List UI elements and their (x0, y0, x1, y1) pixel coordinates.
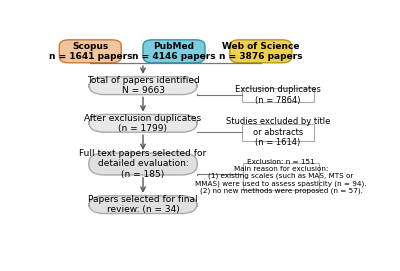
Bar (243, 163, 319, 190)
Text: Full text papers selected for
detailed evaluation:
(n = 185): Full text papers selected for detailed e… (79, 149, 207, 179)
FancyBboxPatch shape (89, 114, 197, 132)
FancyBboxPatch shape (59, 40, 121, 63)
FancyBboxPatch shape (230, 40, 292, 63)
Text: Papers selected for final
review: (n = 34): Papers selected for final review: (n = 3… (88, 195, 198, 214)
Text: Studies excluded by title
or abstracts
(n = 1614): Studies excluded by title or abstracts (… (226, 117, 330, 147)
Text: Scopus
n = 1641 papers: Scopus n = 1641 papers (48, 42, 132, 61)
Text: Web of Science
n = 3876 papers: Web of Science n = 3876 papers (219, 42, 302, 61)
FancyBboxPatch shape (143, 40, 205, 63)
Text: After exclusion duplicates
(n = 1799): After exclusion duplicates (n = 1799) (84, 114, 202, 133)
Text: Exclusion: n = 151
Main reason for exclusion:
(1) existing scales (such as MAS, : Exclusion: n = 151 Main reason for exclu… (195, 159, 367, 194)
Bar (242, 88, 314, 102)
Text: Exclusion duplicates
(n = 7864): Exclusion duplicates (n = 7864) (235, 85, 321, 105)
FancyBboxPatch shape (89, 196, 197, 214)
FancyBboxPatch shape (89, 153, 197, 175)
Bar (242, 124, 314, 141)
Text: Total of papers identified
N = 9663: Total of papers identified N = 9663 (87, 76, 199, 95)
Text: PubMed
n = 4146 papers: PubMed n = 4146 papers (132, 42, 216, 61)
FancyBboxPatch shape (89, 77, 197, 95)
